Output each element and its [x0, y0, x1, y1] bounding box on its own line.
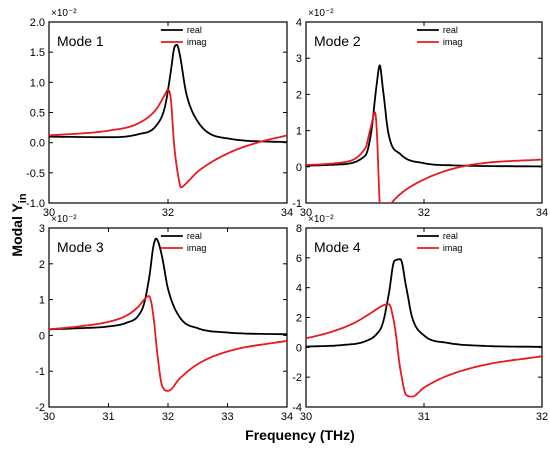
- y-tick-label: 6: [296, 253, 302, 265]
- x-tick-label: 31: [418, 411, 430, 423]
- y-tick-label: -0.5: [26, 168, 45, 180]
- y-tick-label: 0.0: [30, 138, 45, 150]
- x-tick-label: 33: [221, 411, 233, 423]
- y-tick-label: -1.0: [26, 198, 45, 210]
- panel-4: 8 6 4 2 0 -2 -430 31 32 ×10⁻² Mode 4 real imag: [292, 214, 548, 423]
- y-tick-label: 3: [296, 53, 302, 65]
- y-tick-label: 2: [296, 313, 302, 325]
- series-line-real: [49, 44, 287, 143]
- legend-label-imag: imag: [443, 37, 463, 47]
- series-line-imag: [49, 88, 287, 189]
- y-tick-label: 0: [296, 162, 302, 174]
- series-line-real: [306, 258, 542, 348]
- y-tick-label: 2: [39, 259, 45, 271]
- x-tick-label: 34: [281, 411, 293, 423]
- x-tick-label: 30: [300, 207, 312, 219]
- series-line-imag: [306, 111, 542, 203]
- y-tick-label: 1.5: [30, 47, 45, 59]
- axis-multiplier: ×10⁻²: [308, 214, 334, 225]
- y-tick-label: -1: [35, 366, 45, 378]
- axis-multiplier: ×10⁻²: [308, 8, 334, 19]
- y-tick-label: 2.0: [30, 17, 45, 29]
- panel-title: Mode 3: [57, 239, 104, 255]
- legend-label-real: real: [187, 231, 202, 241]
- y-axis-title: Modal Yin: [9, 193, 29, 256]
- axis-multiplier: ×10⁻²: [51, 8, 77, 19]
- y-tick-label: -1: [292, 198, 302, 210]
- x-tick-label: 30: [300, 411, 312, 423]
- y-tick-label: 3: [39, 223, 45, 235]
- panel-title: Mode 4: [314, 239, 361, 255]
- axis-multiplier: ×10⁻²: [51, 214, 77, 225]
- y-tick-label: -2: [292, 372, 302, 384]
- legend-label-real: real: [443, 231, 458, 241]
- plot-frame: [48, 21, 288, 204]
- series-line-real: [49, 237, 287, 336]
- legend-label-imag: imag: [443, 243, 463, 253]
- legend-label-imag: imag: [187, 37, 207, 47]
- panel-1: 2.0 1.5 1.0 0.5 0.0 -0.5 -1.030 32 34 ×10⁻² Mode 1…: [26, 8, 293, 219]
- series-line-imag: [49, 295, 287, 392]
- y-tick-label: 1: [296, 126, 302, 138]
- y-tick-label: 0.5: [30, 108, 45, 120]
- series-line-imag: [306, 303, 542, 398]
- panel-title: Mode 2: [314, 33, 361, 49]
- legend-label-real: real: [443, 25, 458, 35]
- legend-label-real: real: [187, 25, 202, 35]
- x-tick-label: 30: [43, 411, 55, 423]
- series-line-real: [306, 64, 542, 168]
- x-tick-label: 32: [162, 207, 174, 219]
- y-tick-label: 2: [296, 89, 302, 101]
- legend-label-imag: imag: [187, 243, 207, 253]
- y-tick-label: -4: [292, 402, 302, 414]
- x-tick-label: 32: [418, 207, 430, 219]
- x-tick-label: 32: [536, 411, 548, 423]
- y-tick-label: 0: [39, 330, 45, 342]
- y-tick-label: 1: [39, 295, 45, 307]
- y-tick-label: -2: [35, 402, 45, 414]
- x-tick-label: 34: [281, 207, 293, 219]
- y-tick-label: 8: [296, 223, 302, 235]
- x-tick-label: 30: [43, 207, 55, 219]
- x-tick-label: 32: [162, 411, 174, 423]
- plot-frame: [305, 21, 543, 204]
- x-tick-label: 34: [536, 207, 548, 219]
- y-tick-label: 4: [296, 17, 302, 29]
- y-tick-label: 0: [296, 342, 302, 354]
- y-tick-label: 4: [296, 283, 302, 295]
- y-tick-label: 1.0: [30, 77, 45, 89]
- panel-title: Mode 1: [57, 33, 104, 49]
- x-axis-title: Frequency (THz): [245, 427, 355, 443]
- x-tick-label: 31: [102, 411, 114, 423]
